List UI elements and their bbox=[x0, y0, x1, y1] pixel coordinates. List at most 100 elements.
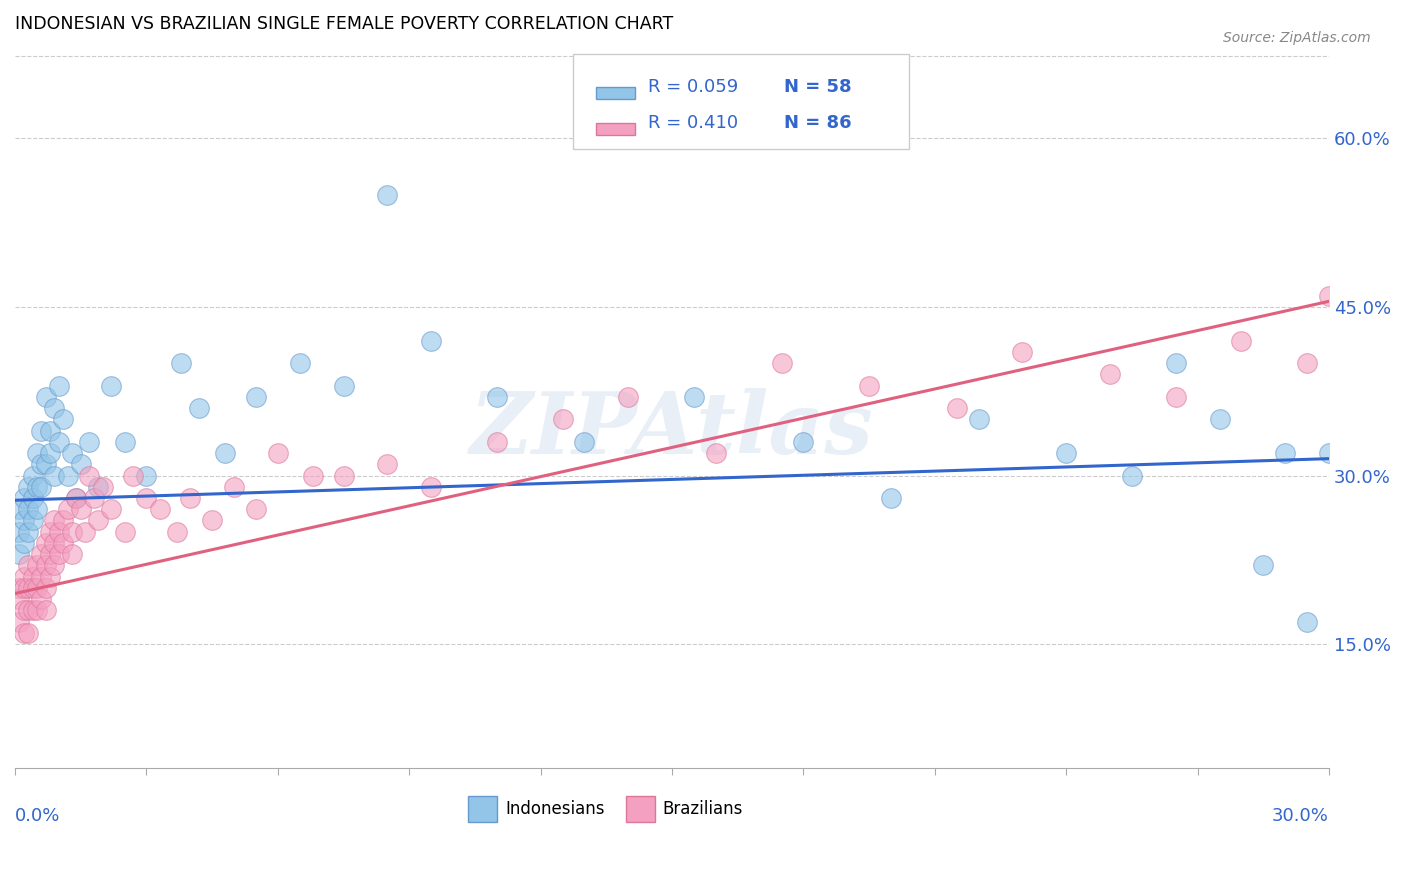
Point bbox=[87, 480, 110, 494]
Point bbox=[1011, 344, 1033, 359]
Point bbox=[39, 424, 62, 438]
Point bbox=[858, 378, 880, 392]
Point bbox=[21, 603, 44, 617]
Point bbox=[17, 558, 39, 573]
Point bbox=[114, 434, 136, 449]
Point bbox=[1361, 334, 1384, 348]
Point bbox=[17, 581, 39, 595]
Point bbox=[25, 558, 48, 573]
Text: N = 58: N = 58 bbox=[783, 78, 851, 95]
Point bbox=[39, 569, 62, 583]
Text: R = 0.059: R = 0.059 bbox=[648, 78, 738, 95]
Point bbox=[34, 390, 56, 404]
Text: Indonesians: Indonesians bbox=[505, 800, 605, 818]
Point bbox=[30, 592, 52, 607]
Point bbox=[574, 434, 596, 449]
Point bbox=[8, 615, 31, 629]
Point bbox=[166, 524, 188, 539]
Point bbox=[8, 502, 31, 516]
Point bbox=[420, 334, 443, 348]
Point bbox=[91, 480, 114, 494]
Text: 30.0%: 30.0% bbox=[1272, 807, 1329, 825]
Point bbox=[1274, 446, 1296, 460]
Point bbox=[13, 625, 35, 640]
Point bbox=[375, 457, 398, 471]
Point bbox=[60, 446, 83, 460]
Point bbox=[34, 581, 56, 595]
Bar bbox=[596, 87, 636, 99]
Point bbox=[48, 378, 70, 392]
Point bbox=[332, 468, 354, 483]
Point bbox=[25, 581, 48, 595]
Point bbox=[617, 390, 640, 404]
Point bbox=[21, 581, 44, 595]
Point bbox=[52, 412, 75, 426]
Point bbox=[25, 480, 48, 494]
FancyBboxPatch shape bbox=[574, 54, 908, 149]
Point bbox=[1253, 558, 1275, 573]
Point bbox=[1054, 446, 1077, 460]
Point bbox=[792, 434, 814, 449]
Point bbox=[945, 401, 967, 415]
Point bbox=[288, 356, 311, 370]
Point bbox=[21, 513, 44, 527]
Point bbox=[83, 491, 105, 505]
Point bbox=[52, 513, 75, 527]
Bar bbox=[626, 797, 655, 822]
Point bbox=[30, 480, 52, 494]
Point bbox=[25, 502, 48, 516]
Point bbox=[1296, 615, 1319, 629]
Point bbox=[302, 468, 325, 483]
Point bbox=[1208, 412, 1230, 426]
Text: Source: ZipAtlas.com: Source: ZipAtlas.com bbox=[1223, 31, 1371, 45]
Point bbox=[1317, 446, 1340, 460]
Point bbox=[222, 480, 245, 494]
Point bbox=[48, 547, 70, 561]
Point bbox=[52, 536, 75, 550]
Point bbox=[17, 502, 39, 516]
Text: INDONESIAN VS BRAZILIAN SINGLE FEMALE POVERTY CORRELATION CHART: INDONESIAN VS BRAZILIAN SINGLE FEMALE PO… bbox=[15, 15, 673, 33]
Point bbox=[8, 581, 31, 595]
Point bbox=[65, 491, 87, 505]
Point bbox=[44, 468, 66, 483]
Point bbox=[114, 524, 136, 539]
Point bbox=[8, 592, 31, 607]
Point bbox=[21, 569, 44, 583]
Text: Brazilians: Brazilians bbox=[662, 800, 744, 818]
Point bbox=[44, 513, 66, 527]
Point bbox=[245, 390, 267, 404]
Point bbox=[135, 491, 157, 505]
Point bbox=[100, 378, 122, 392]
Point bbox=[13, 569, 35, 583]
Point bbox=[13, 603, 35, 617]
Point bbox=[1384, 266, 1406, 280]
Point bbox=[34, 603, 56, 617]
Point bbox=[245, 502, 267, 516]
Point bbox=[13, 513, 35, 527]
Point bbox=[485, 390, 508, 404]
Point bbox=[1340, 311, 1362, 326]
Point bbox=[25, 446, 48, 460]
Point bbox=[17, 480, 39, 494]
Bar bbox=[596, 123, 636, 135]
Text: 0.0%: 0.0% bbox=[15, 807, 60, 825]
Point bbox=[21, 468, 44, 483]
Point bbox=[60, 547, 83, 561]
Point bbox=[188, 401, 211, 415]
Point bbox=[30, 457, 52, 471]
Point bbox=[69, 457, 91, 471]
Point bbox=[25, 603, 48, 617]
Point bbox=[267, 446, 290, 460]
Point bbox=[8, 547, 31, 561]
Point bbox=[79, 434, 101, 449]
Point bbox=[770, 356, 793, 370]
Point bbox=[201, 513, 224, 527]
Text: R = 0.410: R = 0.410 bbox=[648, 113, 738, 131]
Point bbox=[69, 502, 91, 516]
Point bbox=[39, 446, 62, 460]
Point bbox=[1317, 288, 1340, 302]
Point bbox=[683, 390, 706, 404]
Point bbox=[1098, 368, 1121, 382]
Point bbox=[21, 491, 44, 505]
Text: ZIPAtlas: ZIPAtlas bbox=[470, 388, 875, 471]
